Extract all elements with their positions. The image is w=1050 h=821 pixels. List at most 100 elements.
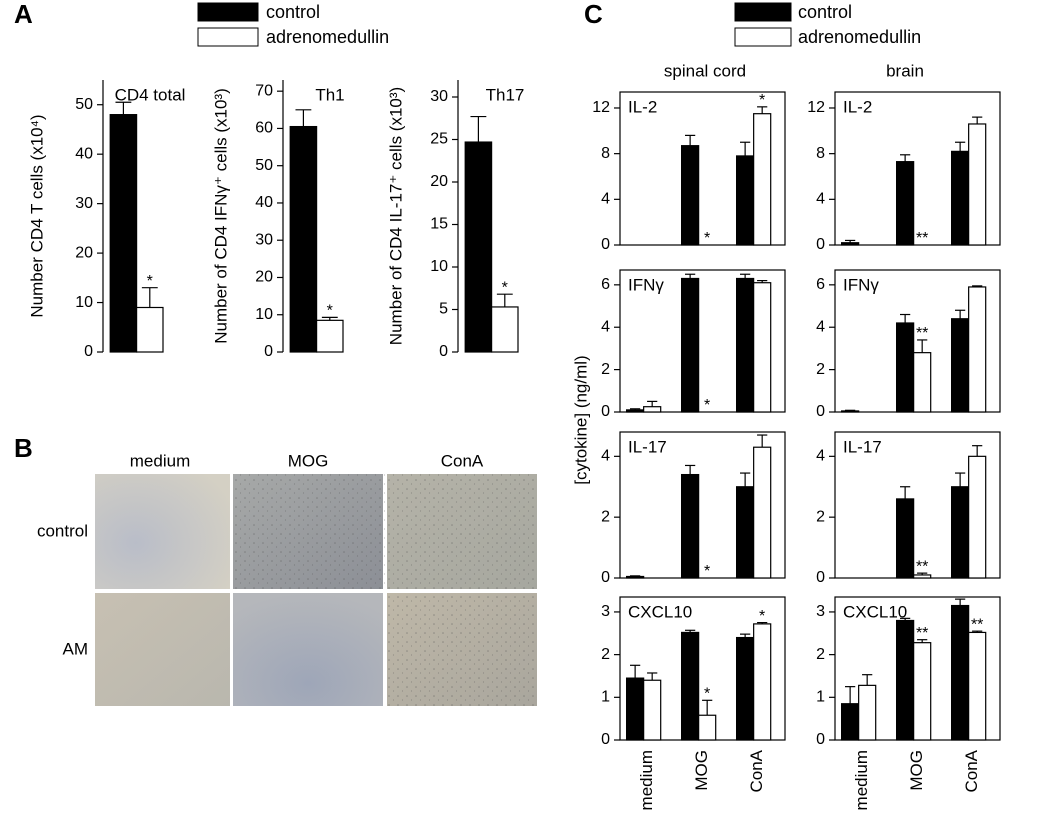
y-tick-label: 0 <box>601 403 610 420</box>
y-tick-label: 70 <box>255 82 273 99</box>
y-tick-label: 0 <box>816 569 825 586</box>
y-tick-label: 10 <box>255 306 273 323</box>
y-axis-label: Number CD4 T cells (x10⁴) <box>27 114 46 317</box>
y-tick-label: 2 <box>601 361 610 378</box>
y-tick-label: 6 <box>601 276 610 293</box>
chart-title: IL-17 <box>628 437 667 456</box>
legend-label: adrenomedullin <box>798 27 921 47</box>
plot-frame <box>619 431 786 579</box>
bar <box>289 125 318 353</box>
y-tick-label: 3 <box>816 603 825 620</box>
plot-frame <box>834 91 1001 246</box>
bar <box>840 410 860 413</box>
x-tick-label: MOG <box>907 750 926 791</box>
chart-title: CXCL10 <box>843 602 907 621</box>
y-tick-label: 6 <box>816 276 825 293</box>
bar <box>735 486 755 579</box>
bar <box>625 409 645 413</box>
y-tick-label: 2 <box>816 508 825 525</box>
y-tick-label: 0 <box>601 569 610 586</box>
legend-swatch <box>197 2 259 22</box>
bar <box>643 406 662 413</box>
y-tick-label: 8 <box>601 145 610 162</box>
bar <box>680 145 700 246</box>
bar <box>753 446 772 579</box>
bar <box>491 306 519 353</box>
significance: * <box>704 686 710 703</box>
y-tick-label: 0 <box>816 403 825 420</box>
bar <box>950 150 970 246</box>
y-tick-label: 4 <box>601 448 610 465</box>
bar <box>968 631 987 741</box>
row-label: AM <box>63 639 89 658</box>
bar <box>968 123 987 246</box>
bar <box>680 631 700 741</box>
column-label: brain <box>886 61 924 80</box>
y-tick-label: 50 <box>75 96 93 113</box>
significance: ** <box>916 230 928 247</box>
y-tick-label: 5 <box>439 301 448 318</box>
chart-title: IL-2 <box>843 97 872 116</box>
bar <box>950 318 970 413</box>
x-tick-label: MOG <box>692 750 711 791</box>
bar <box>968 455 987 579</box>
y-tick-label: 0 <box>439 343 448 360</box>
y-tick-label: 1 <box>601 689 610 706</box>
legend-label: control <box>798 2 852 22</box>
bar <box>625 677 645 741</box>
bar <box>753 623 772 741</box>
micrograph-texture <box>233 474 537 589</box>
bar <box>950 486 970 579</box>
y-axis-label: Number of CD4 IFNγ⁺ cells (x10³) <box>211 88 230 344</box>
bar <box>913 574 932 579</box>
legend: control adrenomedullin <box>197 2 389 47</box>
y-tick-label: 0 <box>601 731 610 748</box>
significance: * <box>704 230 710 247</box>
y-tick-label: 12 <box>592 99 610 116</box>
bar <box>680 277 700 413</box>
chart-title: Th1 <box>315 85 344 104</box>
bar <box>735 636 755 741</box>
bar <box>895 161 915 246</box>
row-label: control <box>37 521 88 540</box>
y-tick-label: 40 <box>255 194 273 211</box>
significance: ** <box>916 325 928 342</box>
y-tick-label: 10 <box>430 258 448 275</box>
y-tick-label: 4 <box>816 191 825 208</box>
significance: * <box>327 303 333 320</box>
column-label: MOG <box>288 451 329 470</box>
bar <box>753 113 772 246</box>
y-tick-label: 20 <box>430 173 448 190</box>
bar <box>858 684 877 741</box>
bar <box>735 277 755 413</box>
y-tick-label: 20 <box>75 244 93 261</box>
significance: ** <box>971 616 983 633</box>
bar <box>840 242 860 246</box>
panel-label: C <box>584 0 603 29</box>
panel-label: B <box>14 433 33 463</box>
significance: ** <box>916 558 928 575</box>
significance: * <box>704 397 710 414</box>
y-axis-label: Number of CD4 IL-17⁺ cells (x10³) <box>386 87 405 345</box>
chart-title: IFNγ <box>628 275 664 294</box>
y-tick-label: 50 <box>255 157 273 174</box>
bar <box>968 286 987 413</box>
bar <box>735 155 755 246</box>
y-tick-label: 2 <box>601 508 610 525</box>
significance: * <box>759 608 765 625</box>
y-tick-label: 30 <box>75 195 93 212</box>
bar <box>913 642 932 741</box>
chart-title: Th17 <box>486 85 525 104</box>
y-tick-label: 0 <box>264 343 273 360</box>
y-tick-label: 0 <box>84 343 93 360</box>
x-tick-label: medium <box>852 750 871 810</box>
micrograph <box>95 593 230 706</box>
micrographs <box>95 474 537 706</box>
significance: * <box>759 92 765 109</box>
micrograph-texture <box>387 593 537 706</box>
legend-label: adrenomedullin <box>266 27 389 47</box>
column-label: ConA <box>441 451 484 470</box>
bar <box>316 319 344 353</box>
significance: ** <box>916 625 928 642</box>
plot-frame <box>619 91 786 246</box>
